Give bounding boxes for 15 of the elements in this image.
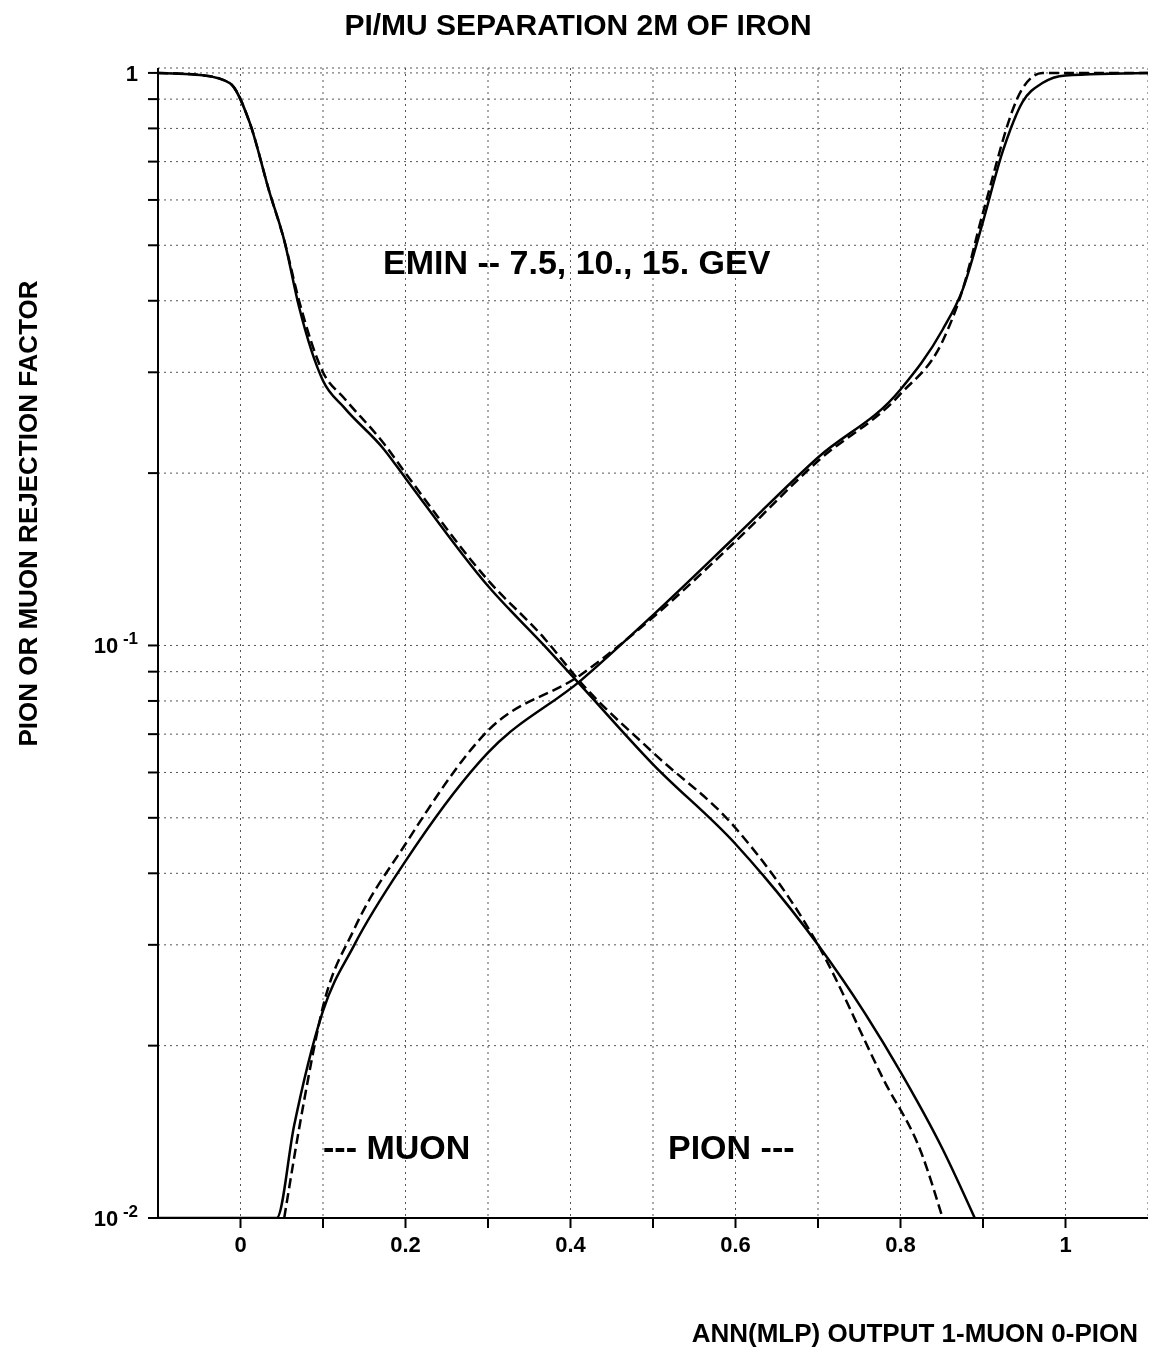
x-tick-label: 0.4 bbox=[555, 1232, 587, 1257]
x-tick-label: 0 bbox=[234, 1232, 247, 1257]
y-tick-label: 10$^{-1}$ bbox=[93, 628, 138, 659]
y-axis-title: PION OR MUON REJECTION FACTOR bbox=[12, 279, 44, 747]
y-tick-label: 10$^{-2}$ bbox=[93, 1201, 138, 1231]
chart-title: PI/MU SEPARATION 2M OF IRON bbox=[343, 8, 813, 43]
x-tick-label: 0.2 bbox=[390, 1232, 421, 1257]
x-tick-label: 1 bbox=[1059, 1232, 1072, 1257]
annotation: PION --- bbox=[668, 1128, 795, 1167]
x-tick-label: 0.8 bbox=[885, 1232, 916, 1257]
x-axis-title: ANN(MLP) OUTPUT 1-MUON 0-PION bbox=[690, 1318, 1139, 1349]
annotation: EMIN -- 7.5, 10., 15. GEV bbox=[383, 243, 771, 282]
annotation: --- MUON bbox=[323, 1128, 471, 1167]
x-tick-label: 0.6 bbox=[720, 1232, 751, 1257]
y-tick-label: 1 bbox=[125, 60, 138, 86]
